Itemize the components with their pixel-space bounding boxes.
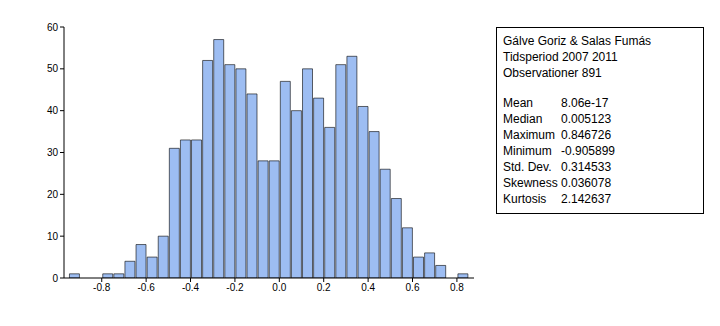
html-text:0.314533: 0.314533 — [561, 160, 612, 174]
html-text:Std. Dev.: Std. Dev. — [503, 160, 552, 174]
html-text:Maximum: Maximum — [503, 128, 555, 142]
html-text:Skewness 0.036078: Skewness 0.036078 — [503, 176, 612, 190]
html-text:-0.905899: -0.905899 — [561, 144, 615, 158]
svg-text:0.4: 0.4 — [361, 282, 375, 293]
svg-text:-0.4: -0.4 — [182, 282, 200, 293]
html-text:0.005123: 0.005123 — [561, 112, 612, 126]
svg-text:40: 40 — [47, 105, 59, 116]
svg-text:0.6: 0.6 — [406, 282, 420, 293]
html-text:Mean: Mean — [503, 96, 533, 110]
svg-text:-0.8: -0.8 — [93, 282, 111, 293]
html-text:Gálve Goriz & Salas Fumás: Gálve Goriz & Salas Fumás — [503, 34, 652, 48]
svg-text:-0.2: -0.2 — [226, 282, 244, 293]
html-text:Minimum: Minimum — [503, 144, 552, 158]
svg-text:0.8: 0.8 — [450, 282, 464, 293]
svg-text:0: 0 — [52, 273, 58, 284]
html-text:0.846726: 0.846726 — [561, 128, 612, 142]
html-text:8.06e-17: 8.06e-17 — [561, 96, 609, 110]
html-text:2.142637: 2.142637 — [561, 192, 612, 206]
svg-text:0.2: 0.2 — [317, 282, 331, 293]
svg-text:60: 60 — [47, 22, 59, 33]
svg-text:20: 20 — [47, 189, 59, 200]
svg-text:50: 50 — [47, 63, 59, 74]
svg-text:30: 30 — [47, 147, 59, 158]
svg-text:10: 10 — [47, 231, 59, 242]
svg-text:0.0: 0.0 — [272, 282, 286, 293]
html-text:Kurtosis: Kurtosis — [503, 192, 547, 206]
html-text:Median: Median — [503, 112, 543, 126]
html-text:Tidsperiod 2007 2011: Tidsperiod 2007 2011 — [503, 50, 618, 64]
svg-text:-0.6: -0.6 — [138, 282, 156, 293]
html-text:Observationer 891: Observationer 891 — [503, 66, 602, 80]
